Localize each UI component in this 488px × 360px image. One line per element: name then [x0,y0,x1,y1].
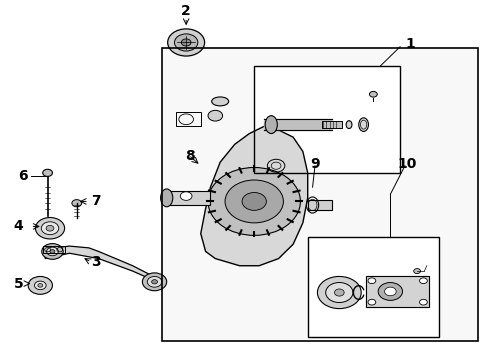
Circle shape [325,283,352,302]
Circle shape [167,29,204,56]
Circle shape [28,276,52,294]
Text: 10: 10 [397,157,416,171]
Circle shape [242,193,266,210]
Bar [42,246,64,253]
Circle shape [207,111,222,121]
Bar [254,66,399,173]
Ellipse shape [358,118,368,131]
Circle shape [72,200,81,207]
Circle shape [151,280,157,284]
Circle shape [38,284,42,287]
Circle shape [46,225,54,231]
Bar [166,191,210,205]
Circle shape [413,269,420,274]
Bar [307,237,438,337]
Circle shape [367,278,375,284]
Circle shape [41,222,59,235]
Circle shape [419,278,427,284]
Text: 1: 1 [404,37,414,51]
Text: 4: 4 [14,220,23,233]
Circle shape [384,287,395,296]
Text: 3: 3 [91,255,101,269]
Text: 8: 8 [185,149,195,163]
Bar [366,276,428,307]
Circle shape [42,169,52,176]
Circle shape [142,273,166,291]
Circle shape [419,299,427,305]
Text: 2: 2 [181,4,191,18]
Bar [162,48,477,341]
Bar [322,121,341,128]
Circle shape [317,276,361,309]
Circle shape [34,281,46,290]
Circle shape [174,34,198,51]
Circle shape [369,91,376,97]
Ellipse shape [160,189,172,207]
Bar [176,112,201,126]
Bar [307,237,438,337]
Circle shape [35,217,64,239]
Text: 9: 9 [309,157,319,171]
Circle shape [50,249,55,253]
Polygon shape [45,246,157,282]
Ellipse shape [211,97,228,106]
Text: 6: 6 [19,170,28,184]
Bar [254,66,399,173]
Circle shape [147,276,162,287]
Circle shape [46,247,58,256]
Bar [162,48,477,341]
Circle shape [224,180,283,223]
Text: 7: 7 [91,194,101,208]
Circle shape [180,192,192,201]
Circle shape [41,244,63,259]
Ellipse shape [346,121,351,129]
Polygon shape [201,126,307,266]
Circle shape [181,39,191,46]
Text: 5: 5 [14,276,23,291]
Circle shape [367,299,375,305]
Ellipse shape [264,116,277,134]
Circle shape [334,289,344,296]
Circle shape [377,283,402,300]
Circle shape [207,167,300,235]
Bar [307,200,331,210]
